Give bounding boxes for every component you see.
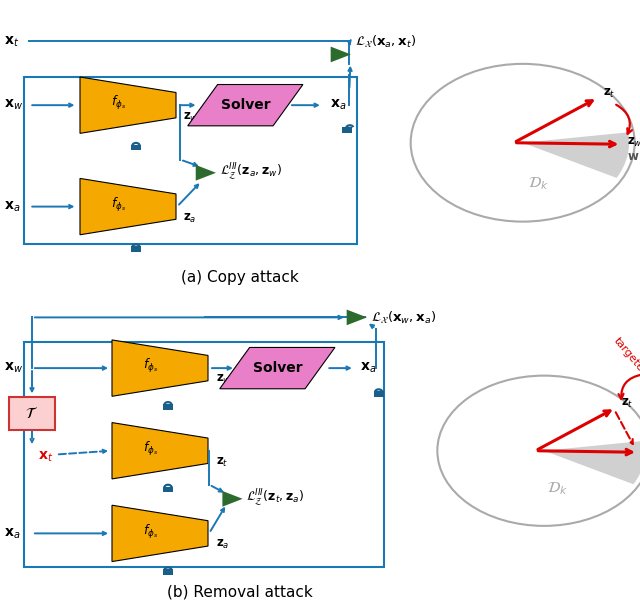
Polygon shape: [112, 423, 208, 479]
Text: $\mathbf{x}_a$: $\mathbf{x}_a$: [360, 361, 376, 375]
Text: $\mathbf{x}_a$: $\mathbf{x}_a$: [330, 98, 346, 112]
Text: $\mathbf{z}_w$: $\mathbf{z}_w$: [216, 373, 232, 386]
Text: $\mathbf{z}_t$: $\mathbf{z}_t$: [216, 456, 228, 469]
Text: $\mathcal{D}_k$: $\mathcal{D}_k$: [528, 175, 549, 192]
Text: $\mathbf{z}_a$: $\mathbf{z}_a$: [184, 212, 197, 225]
Text: $\mathbf{x}_a$: $\mathbf{x}_a$: [4, 200, 20, 214]
Bar: [131, 246, 141, 252]
Text: targeted: targeted: [612, 335, 640, 379]
Bar: [163, 569, 173, 575]
Bar: [163, 404, 173, 410]
Text: $\mathbf{x}_a$: $\mathbf{x}_a$: [4, 526, 20, 540]
Polygon shape: [331, 47, 351, 63]
Text: $\mathbf{z}_a$: $\mathbf{z}_a$: [216, 538, 230, 551]
Polygon shape: [80, 178, 176, 235]
Text: $\mathcal{D}_k$: $\mathcal{D}_k$: [547, 480, 568, 496]
Wedge shape: [523, 132, 629, 178]
Polygon shape: [112, 340, 208, 396]
FancyBboxPatch shape: [8, 397, 56, 430]
Text: $f_{\phi_s}$: $f_{\phi_s}$: [111, 196, 126, 214]
Polygon shape: [223, 491, 243, 507]
Polygon shape: [112, 505, 208, 561]
Text: $\mathcal{L}_\mathcal{Z}^{III}(\mathbf{z}_t, \mathbf{z}_a)$: $\mathcal{L}_\mathcal{Z}^{III}(\mathbf{z…: [246, 488, 305, 510]
Text: $f_{\phi_s}$: $f_{\phi_s}$: [143, 357, 158, 375]
Bar: [163, 487, 173, 492]
Text: $\mathcal{L}_\mathcal{Z}^{III}(\mathbf{z}_a, \mathbf{z}_w)$: $\mathcal{L}_\mathcal{Z}^{III}(\mathbf{z…: [220, 162, 282, 183]
Polygon shape: [188, 85, 303, 126]
Text: $\mathbf{z}_t$: $\mathbf{z}_t$: [603, 87, 616, 100]
Text: (a) Copy attack: (a) Copy attack: [181, 270, 299, 285]
Wedge shape: [544, 441, 640, 484]
Text: $\mathcal{L}_\mathcal{X}(\mathbf{x}_w, \mathbf{x}_a)$: $\mathcal{L}_\mathcal{X}(\mathbf{x}_w, \…: [371, 310, 436, 325]
Bar: [131, 145, 141, 150]
Text: $\mathbf{x}_w$: $\mathbf{x}_w$: [4, 98, 23, 112]
Polygon shape: [347, 310, 367, 325]
Text: $\mathcal{T}$: $\mathcal{T}$: [26, 406, 38, 421]
Text: $\mathbf{x}_t$: $\mathbf{x}_t$: [38, 449, 54, 463]
Text: $\mathbf{x}_t$: $\mathbf{x}_t$: [4, 34, 19, 49]
Text: $\mathcal{L}_\mathcal{X}(\mathbf{x}_a, \mathbf{x}_t)$: $\mathcal{L}_\mathcal{X}(\mathbf{x}_a, \…: [355, 34, 416, 49]
Text: $f_{\phi_s}$: $f_{\phi_s}$: [143, 440, 158, 458]
Bar: [374, 391, 383, 397]
Text: Solver: Solver: [221, 98, 270, 112]
Polygon shape: [220, 347, 335, 389]
Polygon shape: [80, 77, 176, 133]
Polygon shape: [196, 165, 216, 181]
Text: $\mathbf{z}_t$: $\mathbf{z}_t$: [621, 397, 633, 410]
Text: $\mathbf{z}_w$: $\mathbf{z}_w$: [184, 111, 199, 124]
Text: Solver: Solver: [253, 361, 302, 375]
Text: $f_{\phi_s}$: $f_{\phi_s}$: [111, 94, 126, 112]
Text: $\mathbf{z}_w$: $\mathbf{z}_w$: [627, 136, 640, 149]
Text: $\mathbf{x}_w$: $\mathbf{x}_w$: [4, 361, 23, 375]
Text: (b) Removal attack: (b) Removal attack: [167, 584, 313, 599]
Text: $f_{\phi_s}$: $f_{\phi_s}$: [143, 522, 158, 540]
Bar: [342, 127, 351, 133]
Text: $\mathbf{w}$: $\mathbf{w}$: [627, 150, 639, 163]
